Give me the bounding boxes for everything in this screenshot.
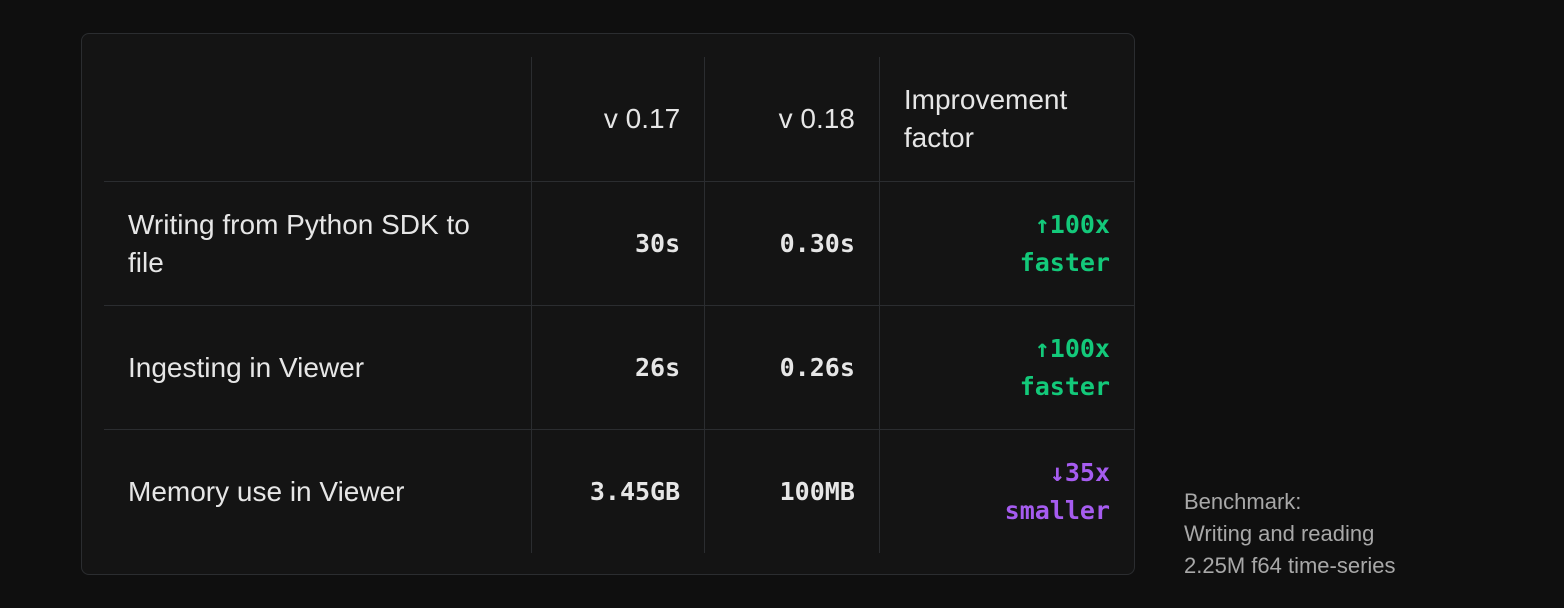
- factor-description: faster: [1019, 247, 1110, 277]
- improvement-factor: ↑100x faster: [878, 181, 1134, 306]
- row-label: Writing from Python SDK to file: [104, 181, 532, 306]
- factor-description: smaller: [1004, 495, 1110, 525]
- arrow-down-icon: ↓: [1049, 457, 1065, 487]
- note-line: Benchmark:: [1184, 489, 1302, 514]
- table-row: Ingesting in Viewer 26s 0.26s ↑100x faster: [104, 305, 1134, 430]
- note-line: 2.25M f64 time-series: [1184, 553, 1396, 578]
- factor-value: 35x: [1064, 457, 1110, 487]
- header-v018: v 0.18: [704, 57, 880, 182]
- row-label: Memory use in Viewer: [104, 429, 532, 553]
- header-v017: v 0.17: [530, 57, 705, 182]
- arrow-up-icon: ↑: [1034, 333, 1050, 363]
- row-label-text: Writing from Python SDK to file: [128, 208, 470, 278]
- factor-description: faster: [1019, 371, 1110, 401]
- factor-value: 100x: [1049, 333, 1110, 363]
- improvement-factor: ↑100x faster: [878, 305, 1134, 430]
- v017-value: 26s: [530, 305, 705, 430]
- v018-value: 0.26s: [704, 305, 880, 430]
- header-improvement: Improvement factor: [878, 57, 1134, 182]
- header-row: v 0.17 v 0.18 Improvement factor: [104, 57, 1134, 182]
- benchmark-card: v 0.17 v 0.18 Improvement factor Writing…: [81, 33, 1135, 575]
- arrow-up-icon: ↑: [1034, 209, 1050, 239]
- factor-value: 100x: [1049, 209, 1110, 239]
- benchmark-table: v 0.17 v 0.18 Improvement factor Writing…: [104, 57, 1134, 553]
- benchmark-note: Benchmark: Writing and reading 2.25M f64…: [1184, 486, 1396, 582]
- v018-value: 0.30s: [704, 181, 880, 306]
- table-row: Memory use in Viewer 3.45GB 100MB ↓35x small…: [104, 429, 1134, 553]
- note-line: Writing and reading: [1184, 521, 1375, 546]
- row-label-text: Memory use in Viewer: [128, 475, 405, 507]
- v018-value: 100MB: [704, 429, 880, 553]
- table-row: Writing from Python SDK to file 30s 0.30s ↑…: [104, 181, 1134, 306]
- v017-value: 3.45GB: [530, 429, 705, 553]
- row-label: Ingesting in Viewer: [104, 305, 532, 430]
- header-empty: [104, 57, 531, 182]
- row-label-text: Ingesting in Viewer: [128, 351, 365, 383]
- v017-value: 30s: [530, 181, 705, 306]
- improvement-factor: ↓35x smaller: [878, 429, 1134, 553]
